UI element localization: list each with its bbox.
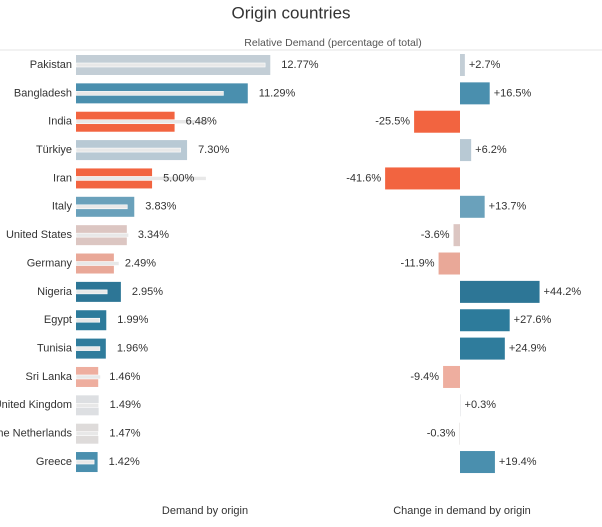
value-label: -0.3% xyxy=(427,428,456,440)
value-label: 3.83% xyxy=(145,201,176,213)
value-label: 1.96% xyxy=(117,343,148,355)
value-label: +6.2% xyxy=(475,144,507,156)
category-label: Nigeria xyxy=(37,286,73,298)
bar xyxy=(460,337,505,360)
value-label: 12.77% xyxy=(281,59,319,71)
value-label: 2.49% xyxy=(125,257,156,269)
reference-bar xyxy=(75,147,181,153)
value-label: 1.47% xyxy=(109,428,140,440)
reference-bar xyxy=(75,176,207,181)
reference-bar xyxy=(75,459,95,465)
value-label: 1.49% xyxy=(110,399,141,411)
reference-bar xyxy=(75,289,108,295)
bar xyxy=(460,451,495,474)
bar xyxy=(460,394,461,417)
category-label: Sri Lanka xyxy=(26,371,73,383)
category-label: The Netherlands xyxy=(0,428,72,440)
reference-bar xyxy=(75,232,129,238)
value-label: -41.6% xyxy=(346,172,381,184)
value-label: 1.46% xyxy=(109,371,140,383)
category-label: Egypt xyxy=(44,314,72,326)
subtitle: Relative Demand (percentage of total) xyxy=(244,37,421,49)
category-label: Tunisia xyxy=(37,343,73,355)
value-label: -9.4% xyxy=(410,371,439,383)
value-label: -3.6% xyxy=(421,229,450,241)
reference-bar xyxy=(75,403,99,408)
bar xyxy=(460,309,510,332)
bar xyxy=(460,54,465,76)
value-label: 3.34% xyxy=(138,229,169,241)
category-label: Italy xyxy=(52,201,73,213)
value-label: 1.99% xyxy=(117,314,148,326)
bar xyxy=(438,252,460,275)
value-label: +24.9% xyxy=(509,343,547,355)
value-label: +16.5% xyxy=(494,87,532,99)
value-label: +2.7% xyxy=(469,59,501,71)
category-label: United States xyxy=(6,229,73,241)
reference-bar xyxy=(75,62,266,68)
x-axis-label: Demand by origin xyxy=(162,505,248,517)
value-label: 11.29% xyxy=(259,87,296,99)
x-axis-label: Change in demand by origin xyxy=(393,505,531,517)
bar xyxy=(460,82,490,105)
value-label: 1.42% xyxy=(109,456,140,468)
value-label: 6.48% xyxy=(186,116,217,128)
category-label: Pakistan xyxy=(30,59,72,71)
value-label: -25.5% xyxy=(375,116,410,128)
reference-bar xyxy=(75,346,101,351)
chart-title: Origin countries xyxy=(231,3,350,22)
reference-bar xyxy=(75,261,120,266)
category-label: Bangladesh xyxy=(14,87,72,99)
reference-bar xyxy=(75,91,224,96)
reference-bar xyxy=(75,374,101,380)
value-label: 7.30% xyxy=(198,144,229,156)
value-label: 5.00% xyxy=(163,172,194,184)
reference-bar xyxy=(75,431,99,436)
value-label: +44.2% xyxy=(544,286,582,298)
reference-bar xyxy=(75,119,209,125)
value-label: +0.3% xyxy=(465,399,497,411)
category-label: Germany xyxy=(27,257,73,269)
reference-bar xyxy=(75,317,101,323)
bar xyxy=(453,224,460,247)
category-label: Türkiye xyxy=(36,144,72,156)
value-label: +19.4% xyxy=(499,456,537,468)
bar xyxy=(460,280,540,303)
value-label: +13.7% xyxy=(489,201,527,213)
bar xyxy=(460,139,472,162)
value-label: 2.95% xyxy=(132,286,163,298)
value-label: -11.9% xyxy=(401,257,435,269)
value-label: +27.6% xyxy=(514,314,552,326)
bar xyxy=(460,195,485,218)
bar xyxy=(385,167,460,190)
bar xyxy=(459,422,460,445)
category-label: India xyxy=(48,116,73,128)
bar xyxy=(414,110,460,133)
category-label: United Kingdom xyxy=(0,399,72,411)
reference-bar xyxy=(75,204,128,210)
bar xyxy=(443,365,460,388)
category-label: Greece xyxy=(36,456,72,468)
category-label: Iran xyxy=(53,172,72,184)
